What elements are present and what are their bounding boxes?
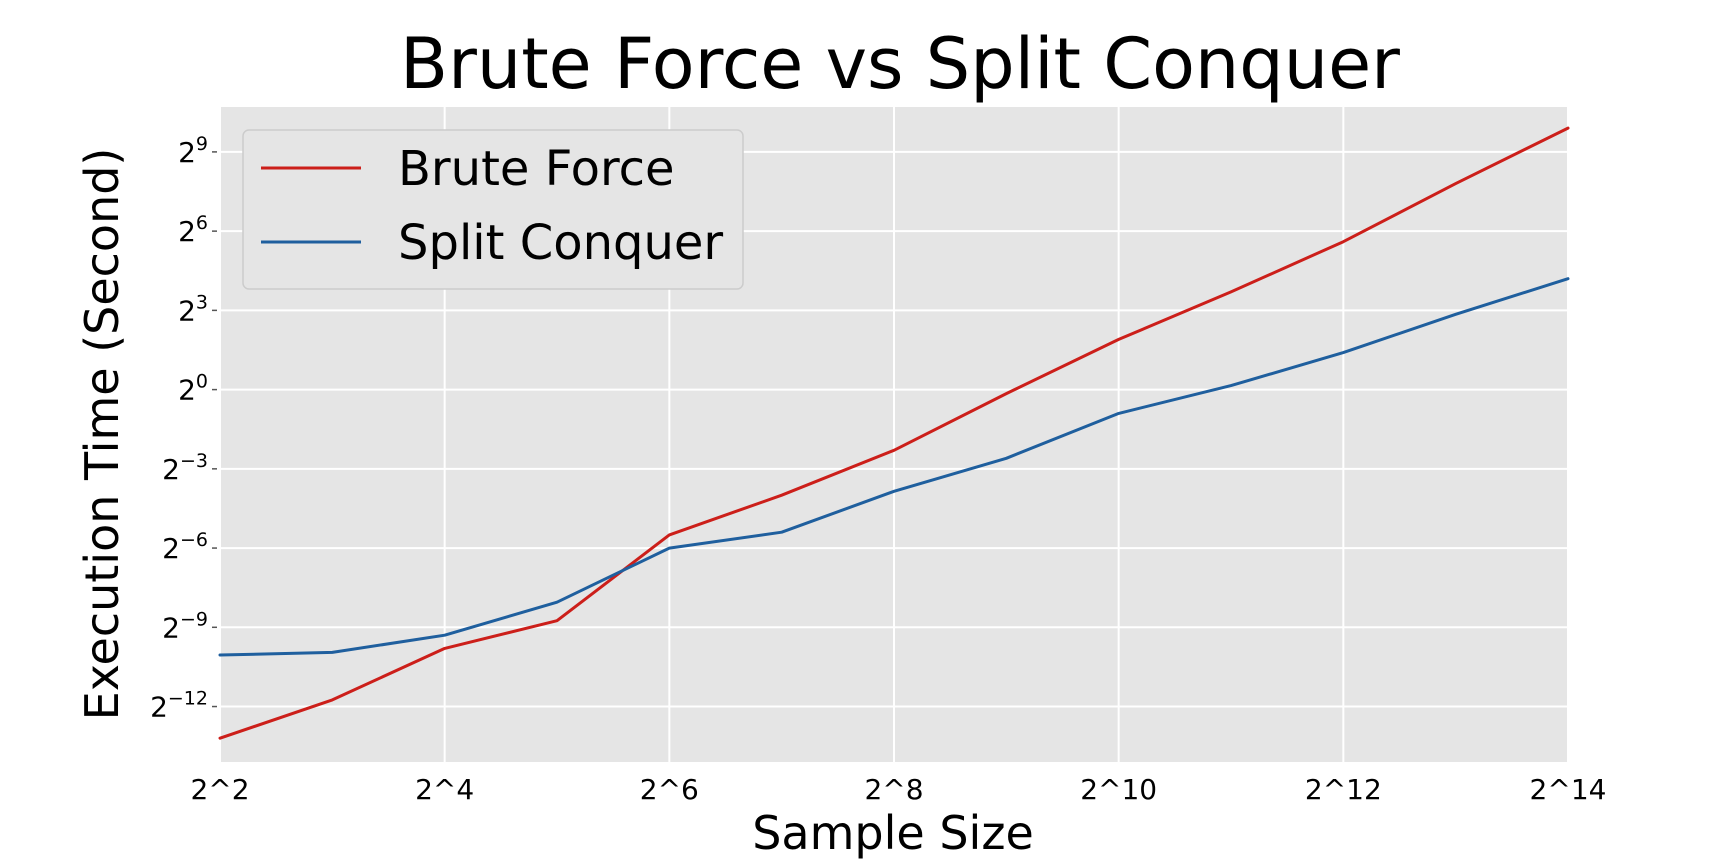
y-axis-label: Execution Time (Second) [75, 148, 129, 721]
y-tick-label: 2−9 [162, 608, 208, 644]
y-tick-label: 2−6 [162, 529, 208, 565]
legend-label: Split Conquer [398, 215, 723, 271]
y-tick-label: 29 [178, 133, 208, 169]
x-tick-label: 2^12 [1305, 773, 1382, 806]
x-tick-label: 2^10 [1080, 773, 1157, 806]
series-lines [218, 126, 1570, 740]
x-tick-label: 2^6 [640, 773, 699, 806]
series-line-brute-force [218, 126, 1570, 740]
legend-box [242, 129, 744, 290]
x-tick-label: 2^14 [1530, 773, 1607, 806]
y-tick-label: 26 [178, 212, 208, 248]
y-axis-ticks: 2−12 2−9 2−6 2−3 20 23 26 29 [150, 133, 217, 724]
x-tick-label: 2^8 [864, 773, 923, 806]
series-line-split-conquer [218, 277, 1570, 657]
x-tick-label: 2^4 [415, 773, 474, 806]
legend-label: Brute Force [398, 141, 675, 197]
chart-title: Brute Force vs Split Conquer [400, 23, 1400, 105]
x-axis-ticks: 2^2 2^4 2^6 2^8 2^10 2^12 2^14 [190, 773, 1606, 806]
x-tick-label: 2^2 [190, 773, 249, 806]
y-tick-label: 2−3 [162, 450, 208, 486]
y-tick-label: 2−12 [150, 688, 208, 724]
y-tick-label: 20 [178, 371, 208, 407]
x-axis-label: Sample Size [752, 806, 1034, 860]
legend: Brute Force Split Conquer [242, 129, 744, 290]
y-tick-label: 23 [178, 291, 208, 327]
